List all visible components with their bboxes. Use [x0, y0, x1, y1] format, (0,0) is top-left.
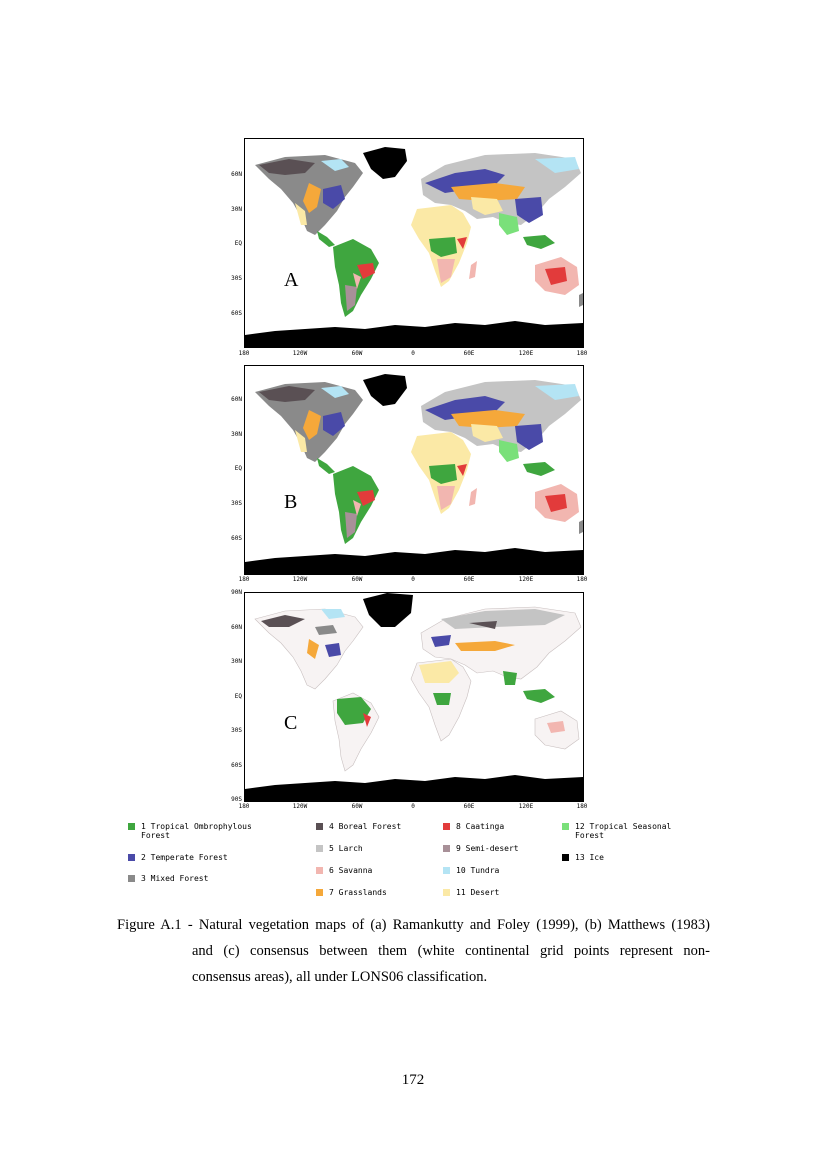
legend-swatch: [128, 854, 135, 861]
legend-item: 13 Ice: [562, 853, 604, 862]
y-tick-60s: 60S: [231, 535, 242, 542]
x-tick: 180: [238, 350, 250, 357]
legend-item: 9 Semi-desert: [443, 844, 519, 853]
legend-swatch: [316, 889, 323, 896]
legend-item: 7 Grasslands: [316, 888, 387, 897]
legend-swatch: [443, 823, 450, 830]
x-tick: 60E: [463, 350, 475, 357]
x-tick: 180: [238, 803, 250, 810]
map-legend: 1 Tropical Ombrophylous Forest 2 Tempera…: [128, 818, 728, 902]
legend-label: 12 Tropical Seasonal Forest: [575, 822, 672, 840]
x-tick: 120W: [292, 576, 308, 583]
x-tick: 60E: [463, 803, 475, 810]
legend-swatch: [128, 823, 135, 830]
legend-item: 2 Temperate Forest: [128, 853, 228, 862]
legend-label: 5 Larch: [329, 844, 363, 853]
y-tick-30n: 30N: [231, 658, 242, 665]
map-frame-c: [244, 592, 584, 802]
y-tick-60n: 60N: [231, 396, 242, 403]
vegetation-map-b: [245, 374, 583, 574]
legend-swatch: [443, 867, 450, 874]
legend-item: 3 Mixed Forest: [128, 874, 208, 883]
x-tick: 180: [576, 803, 588, 810]
y-tick-eq: EQ: [234, 465, 242, 472]
legend-label: 1 Tropical Ombrophylous Forest: [141, 822, 252, 840]
legend-label: 4 Boreal Forest: [329, 822, 402, 831]
legend-label: 9 Semi-desert: [456, 844, 519, 853]
legend-swatch: [316, 823, 323, 830]
legend-label: 2 Temperate Forest: [141, 853, 228, 862]
y-tick-60n: 60N: [231, 624, 242, 631]
legend-item: 11 Desert: [443, 888, 499, 897]
legend-label: 7 Grasslands: [329, 888, 387, 897]
legend-item: 4 Boreal Forest: [316, 822, 401, 831]
legend-item: 8 Caatinga: [443, 822, 504, 831]
caption-line-1: Figure A.1 - Natural vegetation maps of …: [117, 917, 710, 933]
panel-letter-b: B: [284, 491, 298, 513]
x-tick: 120E: [518, 576, 534, 583]
x-tick: 60E: [463, 576, 475, 583]
y-tick-eq: EQ: [234, 693, 242, 700]
y-tick-60s: 60S: [231, 310, 242, 317]
legend-item: 10 Tundra: [443, 866, 499, 875]
legend-swatch: [443, 845, 450, 852]
y-tick-30s: 30S: [231, 275, 242, 282]
y-tick-30n: 30N: [231, 206, 242, 213]
map-frame-a: [244, 138, 584, 348]
legend-label: 3 Mixed Forest: [141, 874, 209, 883]
y-tick-60n: 60N: [231, 171, 242, 178]
legend-swatch: [128, 875, 135, 882]
legend-swatch: [562, 823, 569, 830]
map-panel-b: 60N 30N EQ 30S 60S 180 120W 60W 0 60E 12…: [222, 365, 592, 585]
x-tick: 0: [411, 576, 415, 583]
vegetation-map-a: [245, 147, 583, 347]
x-tick: 120E: [518, 803, 534, 810]
panel-letter-c: C: [284, 712, 298, 734]
x-tick: 0: [411, 350, 415, 357]
x-tick: 60W: [351, 576, 363, 583]
legend-swatch: [316, 867, 323, 874]
y-tick-30s: 30S: [231, 727, 242, 734]
y-tick-90s: 90S: [231, 796, 242, 803]
vegetation-map-c: [245, 593, 583, 801]
legend-label: 10 Tundra: [456, 866, 500, 875]
legend-item: 6 Savanna: [316, 866, 372, 875]
legend-label: 13 Ice: [575, 853, 604, 862]
map-panel-c: 90N 60N 30N EQ 30S 60S 90S 180 120W 60W …: [222, 589, 592, 812]
x-tick: 60W: [351, 803, 363, 810]
y-tick-30s: 30S: [231, 500, 242, 507]
x-tick: 120E: [518, 350, 534, 357]
map-frame-b: [244, 365, 584, 575]
legend-item: 1 Tropical Ombrophylous Forest: [128, 822, 252, 840]
legend-item: 12 Tropical Seasonal Forest: [562, 822, 671, 840]
x-tick: 120W: [292, 350, 308, 357]
map-panel-a: 60N 30N EQ 30S 60S 180 120W 60W 0 60E 12…: [222, 138, 592, 360]
legend-label: 6 Savanna: [329, 866, 373, 875]
legend-label: 8 Caatinga: [456, 822, 505, 831]
caption-line-2: and (c) consensus between them (white co…: [192, 943, 710, 959]
y-tick-60s: 60S: [231, 762, 242, 769]
caption-line-3: consensus areas), all under LONS06 class…: [192, 969, 488, 985]
legend-item: 5 Larch: [316, 844, 363, 853]
y-tick-eq: EQ: [234, 240, 242, 247]
x-tick: 180: [238, 576, 250, 583]
legend-swatch: [316, 845, 323, 852]
y-tick-30n: 30N: [231, 431, 242, 438]
legend-swatch: [562, 854, 569, 861]
figure-caption: Figure A.1 - Natural vegetation maps of …: [117, 912, 710, 990]
page-number: 172: [401, 1072, 425, 1088]
x-tick: 180: [576, 576, 588, 583]
panel-letter-a: A: [284, 269, 299, 291]
x-tick: 0: [411, 803, 415, 810]
legend-swatch: [443, 889, 450, 896]
y-tick-90n: 90N: [231, 589, 242, 596]
x-tick: 120W: [292, 803, 308, 810]
x-tick: 60W: [351, 350, 363, 357]
legend-label: 11 Desert: [456, 888, 500, 897]
x-tick: 180: [576, 350, 588, 357]
